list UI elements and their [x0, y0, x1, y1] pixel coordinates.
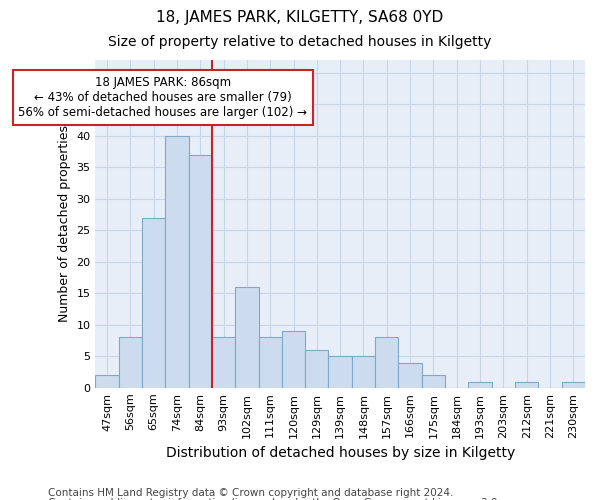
Bar [375, 338, 398, 388]
Bar [282, 331, 305, 388]
Text: Size of property relative to detached houses in Kilgetty: Size of property relative to detached ho… [109, 35, 491, 49]
Bar [119, 338, 142, 388]
Text: 18, JAMES PARK, KILGETTY, SA68 0YD: 18, JAMES PARK, KILGETTY, SA68 0YD [157, 10, 443, 25]
Y-axis label: Number of detached properties: Number of detached properties [58, 126, 71, 322]
Bar [469, 382, 492, 388]
Text: 18 JAMES PARK: 86sqm
← 43% of detached houses are smaller (79)
56% of semi-detac: 18 JAMES PARK: 86sqm ← 43% of detached h… [19, 76, 307, 119]
Bar [188, 154, 212, 388]
Text: Contains public sector information licensed under the Open Government Licence v3: Contains public sector information licen… [48, 498, 501, 500]
Bar [352, 356, 375, 388]
Bar [305, 350, 328, 388]
Bar [95, 375, 119, 388]
Bar [212, 338, 235, 388]
Bar [328, 356, 352, 388]
Text: Contains HM Land Registry data © Crown copyright and database right 2024.: Contains HM Land Registry data © Crown c… [48, 488, 454, 498]
Bar [562, 382, 585, 388]
Bar [235, 287, 259, 388]
X-axis label: Distribution of detached houses by size in Kilgetty: Distribution of detached houses by size … [166, 446, 515, 460]
Bar [142, 218, 165, 388]
Bar [165, 136, 188, 388]
Bar [515, 382, 538, 388]
Bar [398, 362, 422, 388]
Bar [259, 338, 282, 388]
Bar [422, 375, 445, 388]
